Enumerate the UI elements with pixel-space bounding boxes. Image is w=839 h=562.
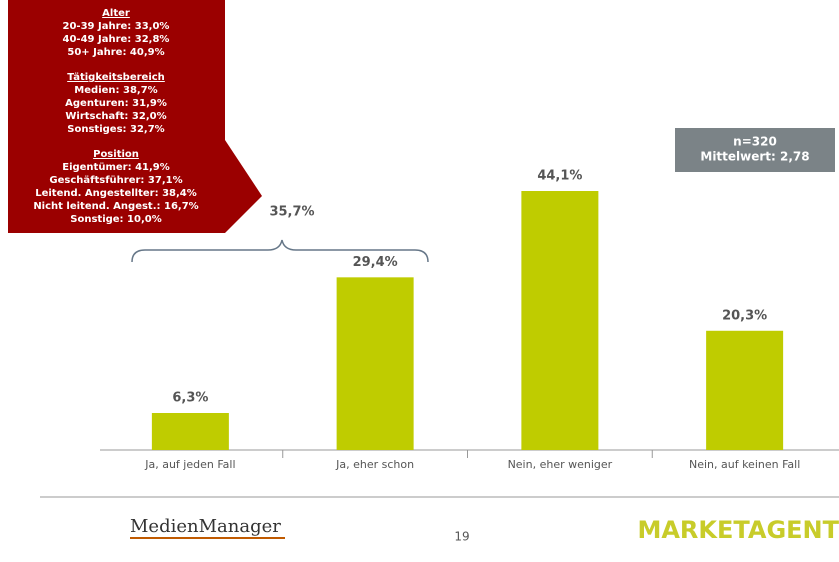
callout-line: Agenturen: 31,9% (65, 98, 167, 109)
callout-line: 50+ Jahre: 40,9% (67, 47, 164, 58)
bar (337, 277, 414, 450)
info-text: Mittelwert: 2,78 (700, 150, 809, 164)
callout-line: Sonstiges: 32,7% (67, 124, 164, 135)
bar (521, 191, 598, 450)
page-number: 19 (454, 530, 469, 544)
callout-line: Nicht leitend. Angest.: 16,7% (33, 201, 198, 212)
callout-line: Eigentümer: 41,9% (62, 162, 170, 173)
bar (152, 413, 229, 450)
callout-line: Wirtschaft: 32,0% (65, 111, 166, 122)
callout-heading: Alter (102, 8, 130, 19)
callout-line: Geschäftsführer: 37,1% (49, 175, 182, 186)
slide: 35,7% 19 MedienManager MARKETAGENT 6,3% J… (0, 0, 839, 562)
callout-pointer (225, 140, 262, 233)
info-text: n=320 (733, 135, 777, 149)
value-label: 20,3% (722, 308, 767, 323)
callout-line: 40-49 Jahre: 32,8% (63, 34, 170, 45)
logo-marketagent: MARKETAGENT (637, 516, 839, 544)
callout-heading: Position (93, 149, 139, 160)
logo-medienmanager: MedienManager (130, 516, 281, 537)
value-label: 6,3% (172, 391, 208, 406)
value-label: 29,4% (353, 255, 398, 270)
callout-heading: Tätigkeitsbereich (67, 72, 165, 83)
brace-label: 35,7% (269, 205, 314, 220)
category-label: Ja, auf jeden Fall (144, 458, 235, 471)
bar (706, 331, 783, 450)
callout-line: 20-39 Jahre: 33,0% (63, 21, 170, 32)
callout-line: Sonstige: 10,0% (70, 214, 161, 225)
callout-line: Leitend. Angestellter: 38,4% (35, 188, 197, 199)
category-label: Nein, eher weniger (508, 458, 613, 471)
callout-line: Medien: 38,7% (74, 85, 157, 96)
value-label: 44,1% (537, 169, 582, 184)
category-label: Ja, eher schon (335, 458, 414, 471)
category-label: Nein, auf keinen Fall (689, 458, 800, 471)
